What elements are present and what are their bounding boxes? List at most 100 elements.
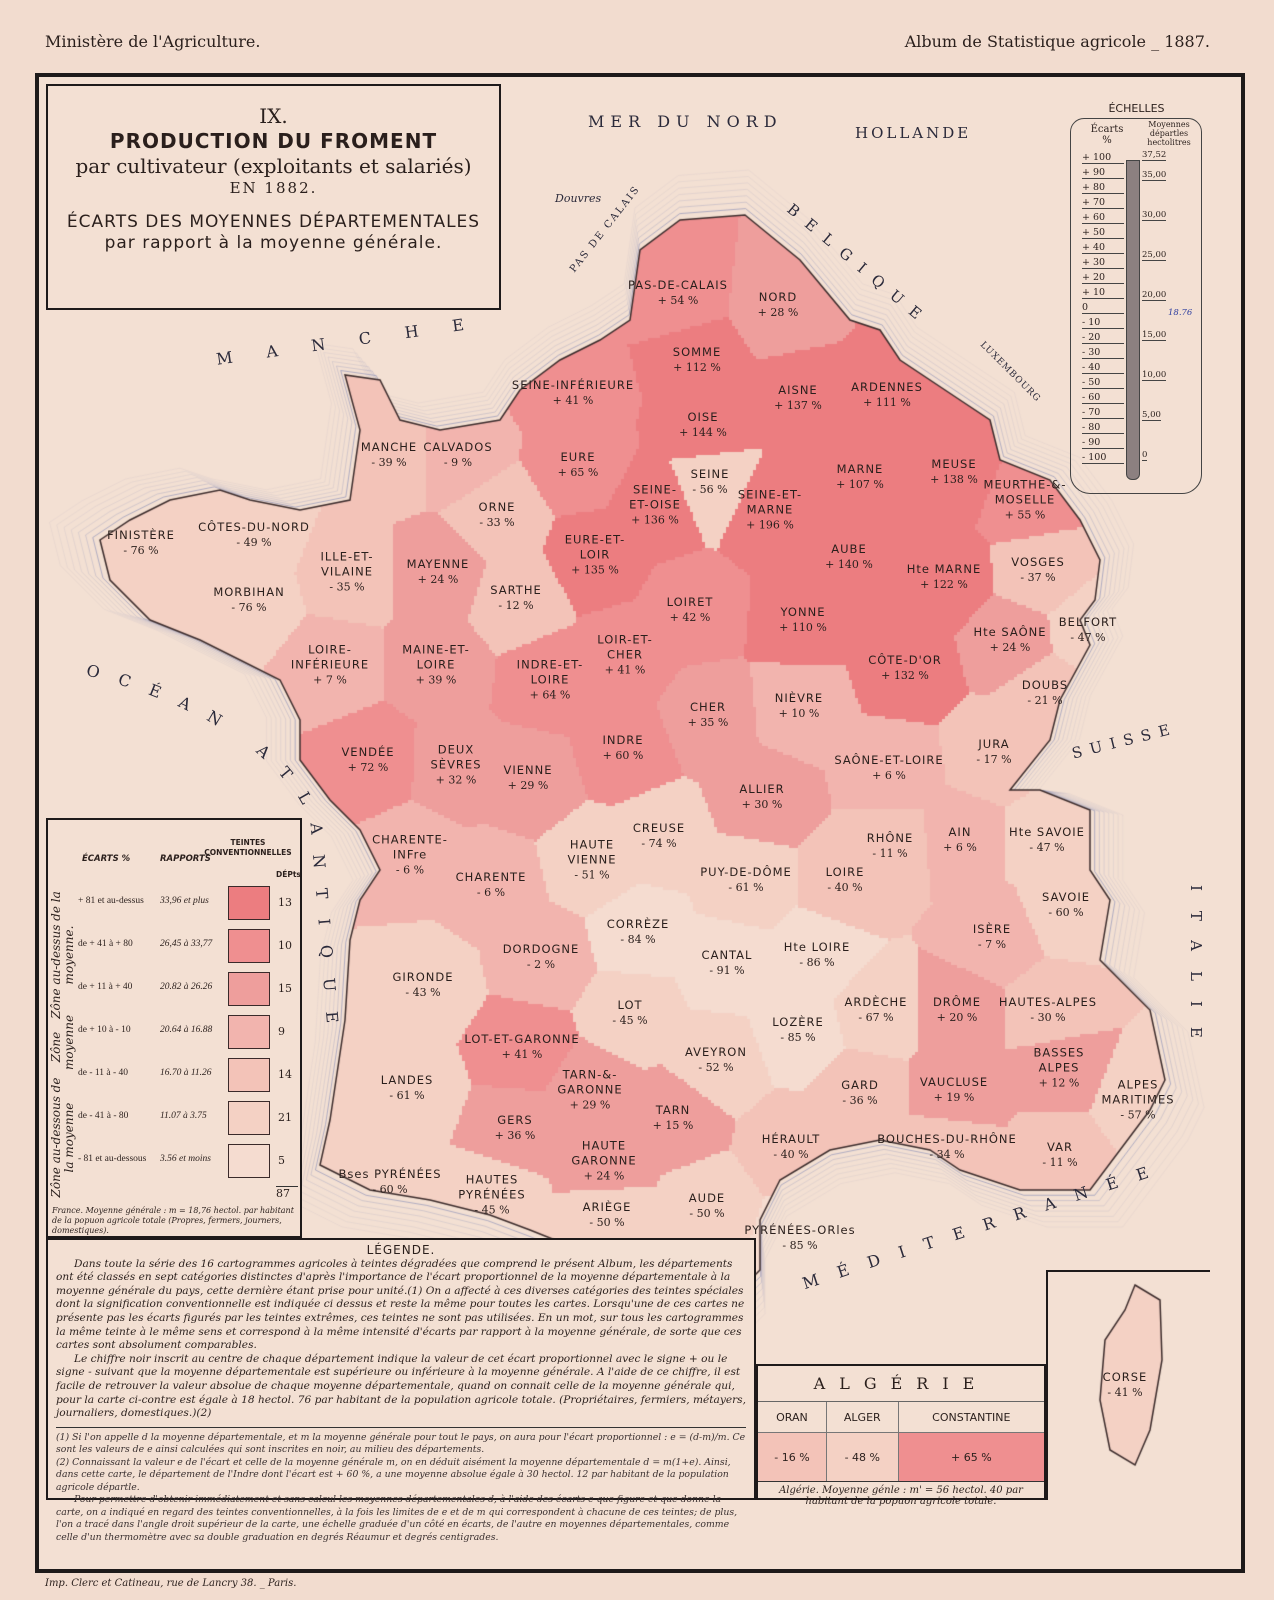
scale-right-tick: 15,00 [1142,330,1167,342]
legend-header-ecarts: ÉCARTS % [82,854,131,864]
scale-left-tick: - 70 [1082,407,1124,419]
department-value: + 30 % [741,798,783,811]
department-name: PYRÉNÉES-ORles [744,1223,856,1237]
department-ariège: ARIÈGE - 50 % [583,1200,632,1230]
department-jura: JURA - 17 % [976,737,1011,767]
department-value: - 56 % [692,483,728,496]
department-loir-et-cher: LOIR-ET-CHER + 41 % [593,633,658,678]
country-italie: ITALIE [1187,885,1205,1058]
department-value: + 41 % [501,1048,543,1061]
scale-left-tick: + 50 [1082,227,1124,239]
legend-swatch [228,886,270,920]
department-name: FINISTÈRE [107,528,175,542]
legend-heading: LÉGENDE. [366,1243,436,1257]
department-value: + 32 % [435,773,477,787]
department-name: AUDE [688,1191,726,1205]
map-subtitle: par cultivateur (exploitants et salariés… [75,154,472,178]
algerie-inset: ALGÉRIE ORAN ALGER CONSTANTINE - 16 % - … [756,1364,1046,1507]
department-value: + 137 % [774,399,822,412]
department-value: + 107 % [836,478,884,491]
department-name: BOUCHES-DU-RHÔNE [877,1132,1017,1146]
legend-paragraph-2: Le chiffre noir inscrit au centre de cha… [56,1352,746,1420]
department-savoie: SAVOIE - 60 % [1042,890,1090,920]
department-name: CREUSE [632,821,686,835]
department-bouches-du-rhône: BOUCHES-DU-RHÔNE - 34 % [877,1132,1017,1162]
legend-rapport: 16.70 à 11.26 [160,1068,212,1078]
department-name: JURA [978,737,1010,751]
department-name: Hte SAÔNE [973,625,1047,639]
department-finistère: FINISTÈRE - 76 % [107,528,175,558]
legend-rapport: 20.82 à 26.26 [160,982,213,992]
department-name: MARNE [836,462,884,476]
scale-left-tick: - 50 [1082,377,1124,389]
legend-count: 21 [278,1111,292,1124]
department-belfort: BELFORT - 47 % [1059,615,1117,645]
scale-right-tick: 20,00 [1142,290,1167,302]
footnote-3: Pour permettre d'obtenir immédiatement e… [56,1494,738,1543]
department-name: MORBIHAN [213,585,285,599]
department-value: - 67 % [858,1011,894,1024]
department-value: - 21 % [1027,694,1063,707]
department-ardennes: ARDENNES + 111 % [851,380,923,410]
department-value: - 34 % [929,1148,965,1161]
legend-table: ÉCARTS % RAPPORTS TEINTES CONVENTIONNELL… [46,818,302,1238]
department-tarn: TARN + 15 % [653,1103,694,1133]
legend-count: 9 [278,1025,285,1038]
department-value: + 65 % [557,466,599,479]
legend-row: + 81 et au-dessus 33,96 et plus 13 [48,886,304,922]
department-name: SEINE-ET-OISE [629,482,681,512]
place-douvres: Douvres [555,192,602,205]
department-indre: INDRE + 60 % [602,733,643,763]
department-ille-et-vilaine: ILLE-ET-VILAINE - 35 % [310,550,385,595]
department-name: SAVOIE [1041,890,1091,904]
department-name: SARTHE [490,583,542,597]
scale-left-tick: + 70 [1082,197,1124,209]
department-name: DOUBS [1021,678,1069,692]
department-value: + 29 % [507,779,549,792]
legend-rapport: 3.56 et moins [160,1154,211,1164]
algerie-average-note: Algérie. Moyenne génle : m' = 56 hectol.… [758,1481,1044,1507]
department-cher: CHER + 35 % [688,700,729,730]
department-value: - 76 % [231,601,267,614]
department-loire: LOIRE - 40 % [826,865,865,895]
department-value: + 6 % [943,841,977,854]
legend-header-rapports: RAPPORTS [160,854,211,864]
scale-left-tick: + 100 [1082,152,1124,164]
legend-rapport: 26,45 à 33,77 [160,939,213,949]
department-name: MEUSE [931,457,977,471]
department-name: AVEYRON [685,1045,747,1059]
department-name: MAYENNE [406,557,470,571]
scale-right-tick: 10,00 [1142,370,1167,382]
department-nièvre: NIÈVRE + 10 % [775,691,823,721]
department-oise: OISE + 144 % [679,410,727,440]
scale-left-tick: - 100 [1082,452,1124,464]
scale-left-tick: - 20 [1082,332,1124,344]
department-hautes-alpes: HAUTES-ALPES - 30 % [999,995,1097,1025]
department-value: - 12 % [498,599,534,612]
department-value: + 144 % [679,426,727,439]
legend-ecart: de - 11 à - 40 [78,1068,129,1078]
department-seine-et-marne: SEINE-ET-MARNE + 196 % [730,488,810,533]
department-hautes-pyrénées: HAUTES PYRÉNÉES - 45 % [452,1173,532,1218]
footnote-1: (1) Si l'on appelle d la moyenne départe… [56,1431,746,1456]
department-haute-garonne: HAUTE GARONNE + 24 % [569,1139,639,1184]
legend-text-box: LÉGENDE. Dans toute la série des 16 cart… [46,1238,756,1543]
scale-right-head: Moyennes départles hectolitres [1147,120,1191,147]
department-name: ARDENNES [851,380,923,394]
legend-row: de - 41 à - 80 11.07 à 3.75 21 [48,1101,304,1137]
legend-swatch [228,1101,270,1135]
department-name: EURE-ET-LOIR [564,532,626,562]
department-value: - 40 % [773,1148,809,1161]
department-name: MANCHE [360,440,418,454]
department-pyrénées-orles: PYRÉNÉES-ORles - 85 % [744,1223,855,1253]
map-year: EN 1882. [229,179,318,197]
scale-left-tick: + 20 [1082,272,1124,284]
algerie-value-oran: - 16 % [758,1432,827,1481]
algerie-value-constantine: + 65 % [898,1432,1044,1481]
legend-header-depts: DÉPts [276,870,301,879]
department-hte-marne: Hte MARNE + 122 % [907,562,982,592]
department-value: + 72 % [347,761,389,774]
department-name: LOIR-ET-CHER [597,632,653,662]
department-gard: GARD - 36 % [841,1078,879,1108]
department-ain: AIN + 6 % [943,825,977,855]
